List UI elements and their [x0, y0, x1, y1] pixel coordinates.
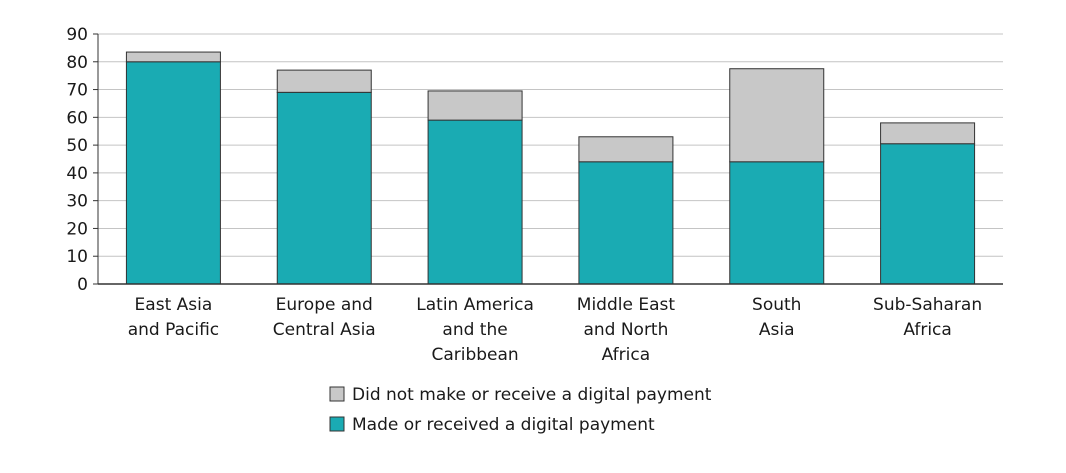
bar-segment-no-payment	[578, 136, 674, 163]
bar-segment-no-payment	[125, 51, 221, 63]
x-category-label: South Asia	[752, 295, 801, 340]
bars	[125, 51, 976, 285]
legend: Did not make or receive a digital paymen…	[329, 385, 712, 435]
x-category-label: East Asia and Pacific	[128, 295, 219, 340]
y-tick-label: 80	[66, 53, 88, 73]
y-tick-label: 90	[66, 25, 88, 45]
y-tick-label: 10	[66, 247, 88, 267]
bar-segment-made-payment	[578, 161, 674, 285]
bar-segment-no-payment	[729, 68, 825, 163]
legend-label: Made or received a digital payment	[352, 415, 655, 435]
bar-segment-made-payment	[729, 161, 825, 285]
bar-segment-no-payment	[427, 90, 523, 121]
legend-label: Did not make or receive a digital paymen…	[352, 385, 712, 405]
bar-segment-made-payment	[880, 143, 976, 285]
gridlines	[98, 33, 1003, 257]
bar-segment-made-payment	[427, 119, 523, 285]
bar-segment-no-payment	[276, 69, 372, 93]
legend-swatch	[329, 386, 345, 402]
x-category-label: Sub-Saharan Africa	[873, 295, 982, 340]
y-tick-label: 40	[66, 164, 88, 184]
x-category-label: Europe and Central Asia	[273, 295, 376, 340]
y-tick-label: 20	[66, 219, 88, 239]
y-tick-labels: 0 10 20 30 40 50 60 70 80 90	[66, 25, 88, 295]
bar-segment-made-payment	[125, 61, 221, 285]
y-tick-label: 30	[66, 192, 88, 212]
y-tick-label: 60	[66, 108, 88, 128]
y-tick-label: 50	[66, 136, 88, 156]
y-tick-label: 0	[77, 275, 88, 295]
y-tick-label: 70	[66, 81, 88, 101]
legend-swatch	[329, 416, 345, 432]
x-category-label: Middle East and North Africa	[577, 295, 676, 365]
axes	[93, 33, 1003, 285]
bar-segment-made-payment	[276, 91, 372, 285]
bar-segment-no-payment	[880, 122, 976, 145]
x-category-labels: East Asia and Pacific Europe and Central As…	[128, 295, 982, 365]
x-category-label: Latin America and the Caribbean	[416, 295, 534, 365]
